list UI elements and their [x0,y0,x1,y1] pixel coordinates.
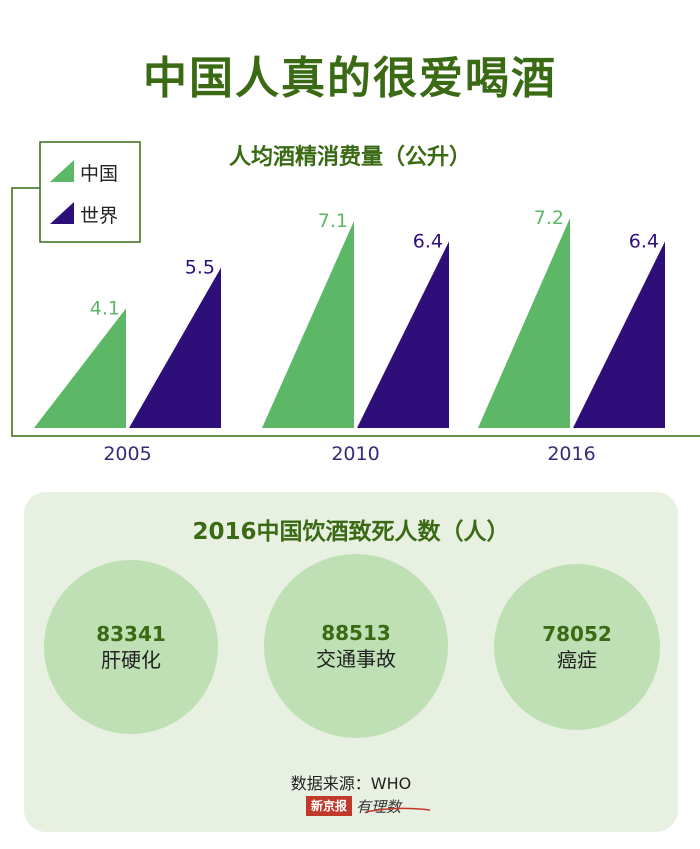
data-label: 4.1 [90,297,120,319]
bars-group [34,218,665,428]
legend-label: 世界 [80,205,118,227]
logo-swoosh-icon [365,807,431,813]
deaths-panel: 2016中国饮酒致死人数（人） 83341 肝硬化 88513 交通事故 780… [24,492,678,832]
death-circle-cirrhosis: 83341 肝硬化 [44,560,218,734]
legend-swatch [50,160,74,182]
page-title: 中国人真的很爱喝酒 [143,53,557,104]
legend-label: 中国 [80,163,118,185]
bar-世界-2016 [573,241,665,428]
axis-frame [11,187,700,437]
bar-中国-2005 [34,308,126,428]
deaths-title: 2016中国饮酒致死人数（人） [192,519,510,545]
labels-group: 4.1 5.5 2005 7.1 6.4 2010 7.2 6.4 2016 [90,207,659,465]
death-circle-cancer: 78052 癌症 [494,564,660,730]
x-tick-label: 2016 [547,443,595,465]
data-label: 6.4 [413,230,443,252]
data-label: 7.1 [318,210,348,232]
x-tick-label: 2010 [331,443,379,465]
death-cause: 肝硬化 [101,648,161,672]
legend-box [39,141,141,243]
publisher-logo: 新京报 有理数 [306,796,431,816]
bar-中国-2010 [262,220,354,428]
bar-中国-2016 [478,218,570,428]
bar-世界-2005 [129,267,221,428]
chart-title: 人均酒精消费量（公升） [229,144,471,170]
bar-世界-2010 [357,241,449,428]
death-count: 83341 [96,622,166,646]
death-cause: 癌症 [557,648,597,672]
death-cause: 交通事故 [316,647,396,671]
data-source: 数据来源：WHO [290,774,412,793]
logo-box: 新京报 [306,796,353,816]
data-label: 6.4 [629,230,659,252]
legend-swatch [50,202,74,224]
x-tick-label: 2005 [103,443,151,465]
data-label: 7.2 [534,207,564,229]
death-count: 78052 [542,622,612,646]
data-label: 5.5 [185,257,215,279]
death-circle-traffic: 88513 交通事故 [264,554,448,738]
death-count: 88513 [321,621,391,645]
